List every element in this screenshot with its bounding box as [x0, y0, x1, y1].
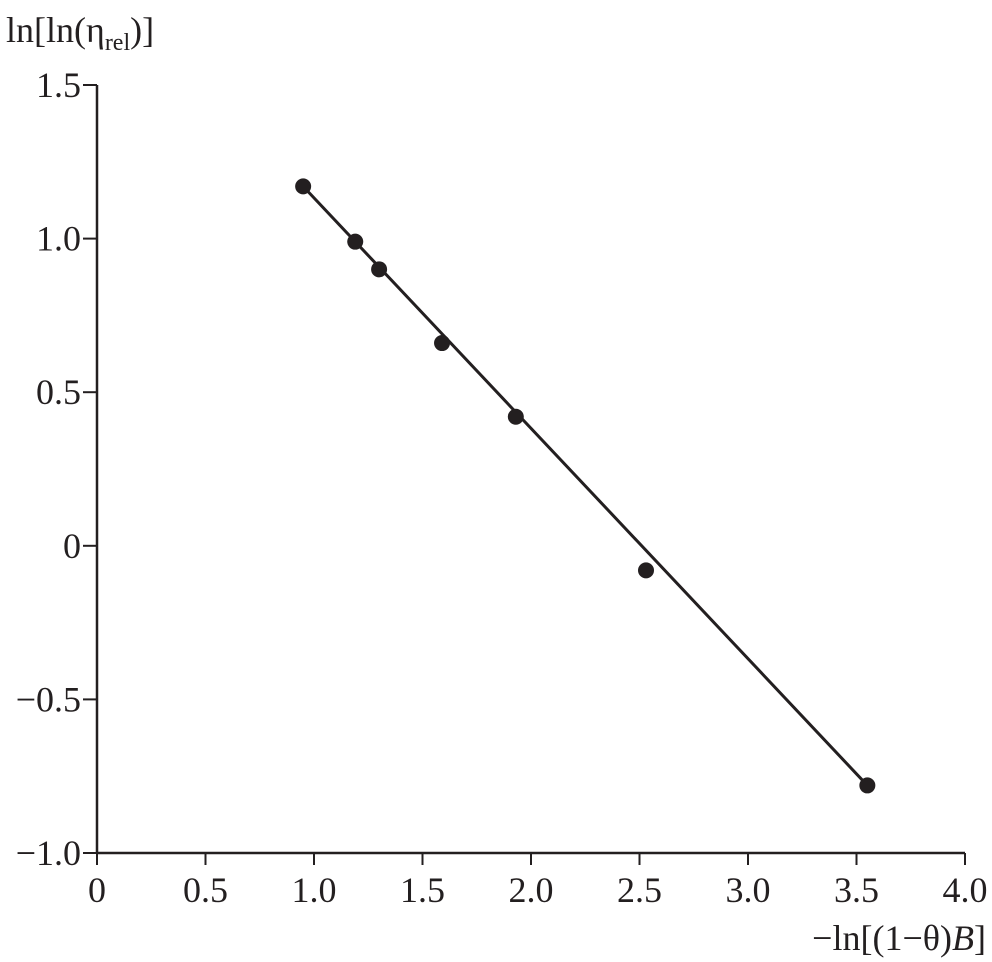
x-tick-label: 4.0 — [943, 870, 988, 910]
x-axis-title: −ln[(1−θ)B] — [812, 918, 986, 958]
y-axis-ticks: 1.5 1.0 0.5 0 −0.5 −1.0 — [16, 65, 97, 873]
y-tick-label: 0 — [63, 526, 81, 566]
x-tick-label: 3.0 — [726, 870, 771, 910]
data-point — [638, 562, 655, 579]
data-point — [434, 335, 451, 352]
data-point — [295, 178, 312, 195]
x-tick-label: 1.0 — [292, 870, 337, 910]
y-tick-label: −1.0 — [16, 833, 81, 873]
x-tick-label: 2.5 — [617, 870, 662, 910]
fit-line-group — [302, 185, 869, 787]
data-point — [859, 777, 876, 794]
data-points — [295, 178, 876, 794]
x-tick-label: 0 — [88, 870, 106, 910]
x-tick-label: 2.0 — [509, 870, 554, 910]
data-point — [507, 408, 524, 425]
x-axis-ticks: 0 0.5 1.0 1.5 2.0 2.5 3.0 3.5 4.0 — [88, 853, 988, 910]
y-tick-label: 1.0 — [36, 219, 81, 259]
x-tick-label: 1.5 — [400, 870, 445, 910]
x-tick-label: 3.5 — [834, 870, 879, 910]
y-axis-title: ln[ln(ηrel)] — [6, 10, 154, 56]
data-point — [347, 233, 364, 250]
y-tick-label: −0.5 — [16, 679, 81, 719]
axes — [95, 85, 965, 855]
y-tick-label: 1.5 — [36, 65, 81, 105]
y-tick-label: 0.5 — [36, 372, 81, 412]
data-point — [371, 261, 388, 278]
x-tick-label: 0.5 — [183, 870, 228, 910]
fit-line — [302, 185, 869, 787]
